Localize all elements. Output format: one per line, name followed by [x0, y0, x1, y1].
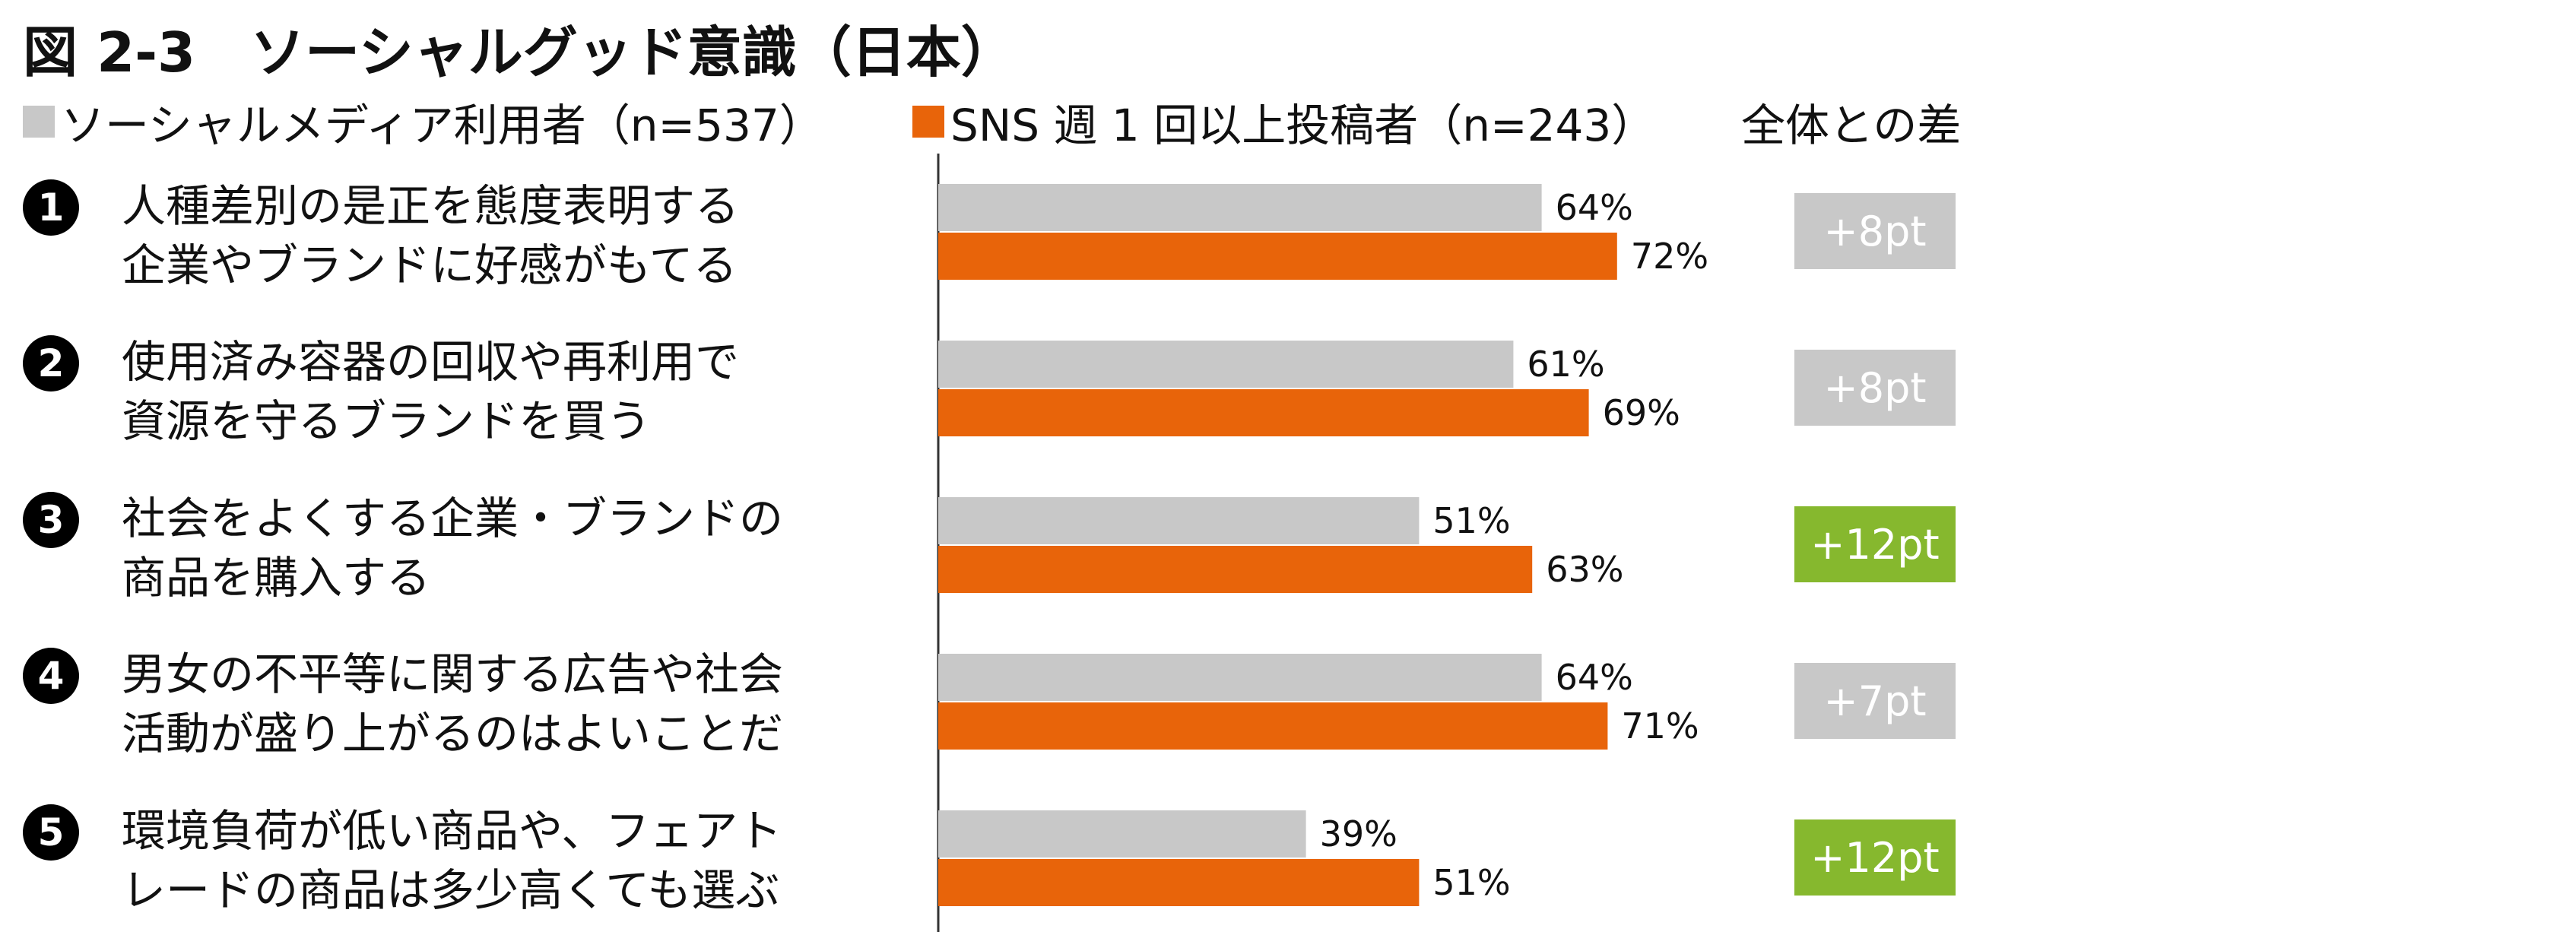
bar-posters-3: [938, 546, 1533, 593]
legend-label-all-users: ソーシャルメディア利用者（n=537）: [61, 100, 823, 151]
data-label: 72%: [1631, 236, 1708, 277]
difference-badge-4: +7pt: [1794, 663, 1956, 739]
bar-all-users-4: [938, 654, 1542, 701]
category-line: 人種差別の是正を態度表明する: [122, 180, 740, 232]
category-line: レードの商品は多少高くても選ぶ: [122, 864, 780, 916]
category-label-4: 4 男女の不平等に関する広告や社会 活動が盛り上がるのはよいことだ: [23, 645, 783, 763]
category-line: 活動が盛り上がるのはよいことだ: [122, 708, 784, 759]
item-number-badge: 5: [23, 804, 79, 861]
bar-posters-4: [938, 702, 1608, 750]
data-label: 61%: [1527, 344, 1604, 385]
legend-label-posters: SNS 週 1 回以上投稿者（n=243）: [950, 100, 1656, 151]
item-number-badge: 3: [23, 492, 79, 548]
data-label: 39%: [1320, 813, 1397, 854]
category-line: 男女の不平等に関する広告や社会: [122, 648, 784, 700]
data-label: 63%: [1546, 549, 1623, 590]
difference-badge-3: +12pt: [1794, 506, 1956, 582]
chart-title: 図 2-3 ソーシャルグッド意識（日本）: [23, 21, 1016, 84]
data-label: 64%: [1556, 187, 1633, 228]
data-label: 71%: [1621, 705, 1699, 747]
category-line: 商品を購入する: [122, 552, 431, 604]
item-number-badge: 4: [23, 648, 79, 704]
category-label-5: 5 環境負荷が低い商品や、フェアト レードの商品は多少高くても選ぶ: [23, 801, 782, 920]
difference-badge-2: +8pt: [1794, 350, 1956, 426]
legend-swatch-orange: [912, 106, 944, 138]
legend-swatch-gray: [23, 106, 55, 138]
category-label-3: 3 社会をよくする企業・ブランドの 商品を購入する: [23, 489, 783, 607]
category-line: 資源を守るブランドを買う: [122, 395, 652, 447]
bar-all-users-3: [938, 497, 1420, 544]
category-line: 企業やブランドに好感がもてる: [122, 239, 738, 291]
legend-item-all-users: ソーシャルメディア利用者（n=537）: [23, 90, 823, 154]
bar-all-users-2: [938, 341, 1514, 388]
bar-all-users-1: [938, 184, 1542, 231]
item-number-badge: 2: [23, 335, 79, 392]
bar-posters-2: [938, 389, 1589, 436]
bar-posters-5: [938, 859, 1420, 906]
category-line: 社会をよくする企業・ブランドの: [122, 493, 784, 544]
bar-all-users-5: [938, 810, 1306, 858]
category-line: 使用済み容器の回収や再利用で: [122, 336, 740, 388]
data-label: 51%: [1432, 862, 1510, 903]
data-label: 69%: [1603, 392, 1680, 433]
category-line: 環境負荷が低い商品や、フェアト: [122, 805, 782, 857]
category-label-1: 1 人種差別の是正を態度表明する 企業やブランドに好感がもてる: [23, 176, 739, 295]
bar-posters-1: [938, 233, 1617, 280]
difference-badge-5: +12pt: [1794, 819, 1956, 896]
legend-item-posters: SNS 週 1 回以上投稿者（n=243）: [912, 90, 1655, 154]
difference-badge-1: +8pt: [1794, 193, 1956, 269]
data-label: 64%: [1556, 657, 1633, 698]
category-label-2: 2 使用済み容器の回収や再利用で 資源を守るブランドを買う: [23, 332, 739, 451]
difference-header: 全体との差: [1741, 100, 1962, 151]
data-label: 51%: [1432, 500, 1510, 541]
item-number-badge: 1: [23, 179, 79, 236]
